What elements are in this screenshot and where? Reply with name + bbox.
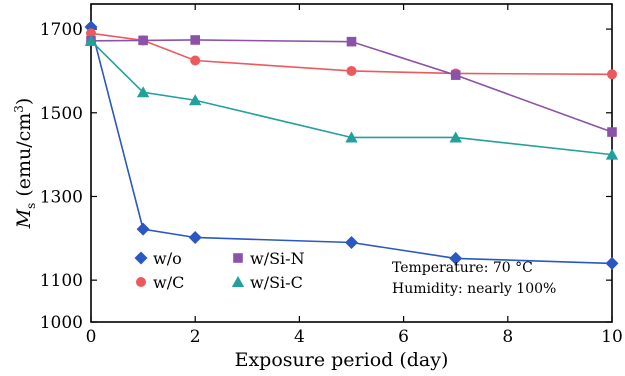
data-point [190, 55, 201, 66]
data-point [136, 86, 150, 98]
data-point [345, 236, 358, 249]
x-axis-title: Exposure period (day) [235, 349, 449, 371]
data-point [86, 28, 96, 39]
y-axis-title: Ms (emu/cm3) [12, 98, 38, 230]
x-tick-label: 2 [190, 327, 201, 347]
series-w-si-n [86, 35, 617, 137]
annotations: Temperature: 70 °C Humidity: nearly 100% [392, 260, 556, 297]
legend-item: w/Si-C [231, 273, 303, 292]
x-tick-label: 0 [86, 327, 97, 347]
legend-item: w/o [134, 249, 182, 268]
ticks: 0 2 4 6 8 10 1000 1100 1300 1500 1700 [40, 4, 623, 347]
legend-marker [233, 253, 243, 263]
legend: w/o w/C w/Si-N w/Si-C [134, 249, 305, 292]
series-line [90, 32, 613, 76]
y-tick-label: 1700 [40, 20, 83, 40]
legend-label: w/Si-C [250, 273, 303, 292]
data-point [450, 70, 461, 80]
x-tick-label: 10 [601, 327, 623, 347]
legend-label: w/Si-N [250, 249, 305, 268]
legend-label: w/o [153, 249, 182, 268]
data-point [190, 35, 200, 45]
legend-marker [134, 251, 148, 265]
legend-label: w/C [153, 273, 184, 292]
annotation-text: Humidity: nearly 100% [392, 281, 556, 297]
legend-marker [231, 276, 245, 287]
y-tick-label: 1300 [40, 187, 83, 207]
data-point [449, 251, 463, 265]
axes: Exposure period (day) Ms (emu/cm3) [12, 3, 613, 371]
data-point [346, 65, 357, 76]
series-w-o [84, 20, 619, 270]
annotation-text: Temperature: 70 °C [392, 260, 533, 276]
data-point [607, 69, 617, 80]
data-point [605, 256, 619, 270]
series [84, 20, 619, 270]
data-point [189, 94, 202, 106]
series-w-c [86, 28, 617, 80]
y-tick-label: 1000 [40, 313, 83, 333]
series-line [90, 40, 613, 156]
legend-marker [136, 277, 146, 287]
data-point [605, 148, 619, 160]
data-point [84, 34, 98, 46]
series-line [90, 26, 613, 265]
x-tick-label: 8 [502, 327, 513, 347]
x-tick-label: 4 [294, 327, 305, 347]
y-tick-label: 1100 [40, 271, 83, 291]
plot-frame [90, 3, 613, 323]
data-point [449, 131, 462, 143]
data-point [346, 36, 357, 47]
data-point [188, 230, 202, 244]
data-point [607, 127, 617, 137]
x-tick-label: 6 [398, 327, 409, 347]
y-tick-label: 1500 [40, 104, 83, 124]
data-point [345, 131, 358, 143]
series-w-si-c [84, 34, 619, 160]
data-point [136, 222, 150, 236]
data-point [138, 35, 148, 46]
series-line [90, 39, 613, 133]
legend-item: w/C [136, 273, 184, 292]
legend-item: w/Si-N [233, 249, 305, 268]
